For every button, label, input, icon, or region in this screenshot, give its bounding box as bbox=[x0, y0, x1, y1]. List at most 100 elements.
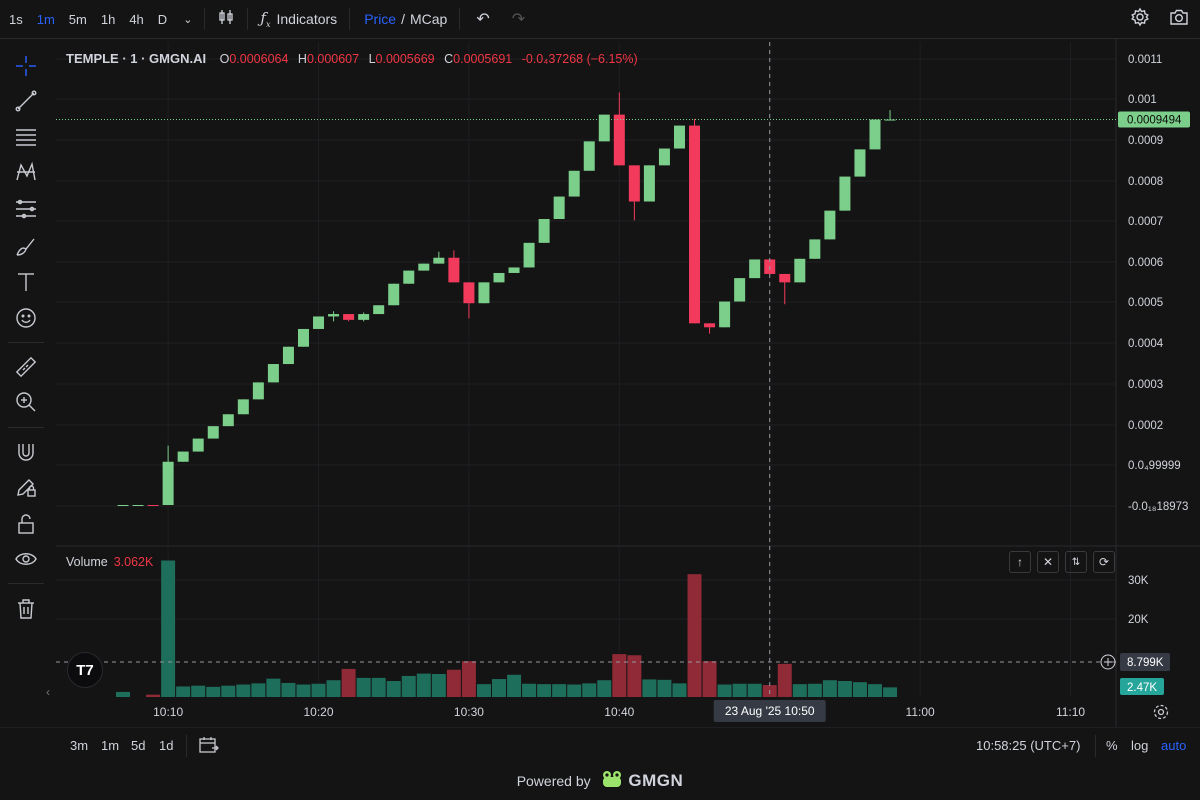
candle-body bbox=[658, 148, 670, 166]
powered-by-text: Powered by bbox=[516, 773, 591, 789]
prediction-icon[interactable] bbox=[12, 195, 40, 223]
volume-bar bbox=[657, 679, 672, 697]
volume-bar bbox=[567, 684, 582, 697]
candle-body bbox=[358, 314, 370, 320]
lock-drawing-icon[interactable] bbox=[12, 473, 40, 501]
divider bbox=[247, 8, 249, 30]
candle-body bbox=[628, 165, 640, 202]
range-1d[interactable]: 1d bbox=[159, 738, 174, 753]
eye-icon[interactable] bbox=[12, 545, 40, 573]
brush-icon[interactable] bbox=[12, 232, 40, 260]
time-tick-label: 10:30 bbox=[454, 705, 484, 719]
close-pane-icon[interactable]: ✕ bbox=[1037, 551, 1059, 573]
maximize-pane-icon[interactable]: ⟳ bbox=[1093, 551, 1115, 573]
time-tick-label: 10:20 bbox=[304, 705, 334, 719]
crosshair-icon[interactable] bbox=[12, 52, 40, 80]
timeframe-1m[interactable]: 1m bbox=[36, 11, 55, 27]
percent-toggle[interactable]: % bbox=[1106, 738, 1118, 753]
high-key: H bbox=[297, 52, 307, 66]
volume-bar bbox=[837, 681, 852, 697]
settings-gear-icon[interactable] bbox=[1130, 7, 1150, 32]
ruler-icon[interactable] bbox=[12, 353, 40, 381]
add-alert-icon bbox=[1100, 654, 1116, 670]
volume-bar bbox=[612, 654, 627, 697]
unlock-icon[interactable] bbox=[12, 510, 40, 538]
volume-crosshair-bg bbox=[1120, 653, 1170, 671]
candle-body bbox=[117, 505, 129, 506]
trash-icon[interactable] bbox=[12, 595, 40, 623]
time-tick-label: 11:00 bbox=[906, 705, 935, 719]
candlestick-type-icon[interactable] bbox=[217, 8, 235, 31]
log-toggle[interactable]: log bbox=[1131, 738, 1149, 753]
auto-toggle[interactable]: auto bbox=[1161, 738, 1187, 753]
clock[interactable]: 10:58:25 (UTC+7) bbox=[976, 738, 1081, 753]
time-tick-label: 10:40 bbox=[604, 705, 634, 719]
volume-bar bbox=[852, 682, 867, 697]
text-icon[interactable] bbox=[12, 268, 40, 296]
timeframe-4h[interactable]: 4h bbox=[129, 11, 144, 27]
timeframe-1h[interactable]: 1h bbox=[100, 11, 116, 27]
collapse-pane-icon[interactable]: ⇅ bbox=[1065, 551, 1087, 573]
volume-bar bbox=[717, 684, 732, 697]
mcap-toggle[interactable]: MCap bbox=[409, 11, 448, 27]
volume-bar bbox=[672, 683, 687, 697]
volume-bar bbox=[266, 678, 281, 697]
candle-body bbox=[132, 505, 144, 506]
timeframe-1s[interactable]: 1s bbox=[9, 11, 23, 27]
range-5d[interactable]: 5d bbox=[131, 738, 146, 753]
candle-body bbox=[463, 282, 475, 304]
crosshair-time-bg bbox=[713, 700, 826, 722]
crosshair-time-label: 23 Aug '25 10:50 bbox=[725, 704, 815, 718]
price-toggle[interactable]: Price bbox=[364, 11, 397, 27]
redo-icon[interactable]: ↷ bbox=[511, 11, 526, 28]
volume-bar bbox=[883, 687, 898, 697]
current-price-label-bg bbox=[1118, 111, 1190, 128]
open-key: O bbox=[219, 52, 230, 66]
range-1m[interactable]: 1m bbox=[101, 738, 120, 753]
price-mcap-slash: / bbox=[401, 11, 405, 27]
undo-icon[interactable]: ↶ bbox=[476, 11, 490, 28]
range-3m[interactable]: 3m bbox=[70, 738, 89, 753]
volume-bar bbox=[642, 679, 657, 697]
tradingview-logo[interactable]: T7 bbox=[67, 652, 103, 688]
volume-bar bbox=[476, 684, 491, 697]
volume-bar bbox=[807, 683, 822, 697]
drawing-toolbar: ‹ bbox=[0, 45, 52, 699]
chevron-down-icon[interactable]: ⌄ bbox=[183, 13, 193, 26]
volume-bar bbox=[251, 683, 266, 697]
volume-bar bbox=[371, 677, 386, 697]
candle-body bbox=[373, 305, 385, 315]
candle-body bbox=[222, 414, 234, 427]
volume-bar bbox=[747, 683, 762, 697]
volume-bar bbox=[341, 668, 356, 697]
trend-line-icon[interactable] bbox=[12, 87, 40, 115]
indicators-button[interactable]: Indicators bbox=[276, 11, 338, 27]
symbol-title[interactable]: TEMPLE · 1 · GMGN.AI bbox=[66, 51, 207, 66]
date-range-icon[interactable] bbox=[197, 734, 219, 759]
move-pane-up-icon[interactable]: ↑ bbox=[1009, 551, 1031, 573]
camera-icon[interactable] bbox=[1168, 7, 1190, 32]
pattern-icon[interactable] bbox=[12, 158, 40, 186]
volume-legend: Volume 3.062K bbox=[66, 555, 153, 569]
volume-bar bbox=[868, 684, 882, 697]
volume-bar bbox=[582, 683, 597, 697]
time-axis-settings-icon[interactable] bbox=[1152, 703, 1170, 724]
indicators-fx-icon[interactable]: ƒx bbox=[260, 9, 271, 29]
candle-body bbox=[749, 259, 761, 279]
emoji-icon[interactable] bbox=[12, 304, 40, 332]
timeframe-5m[interactable]: 5m bbox=[68, 11, 87, 27]
zoom-in-icon[interactable] bbox=[12, 388, 40, 416]
low-value: 0.0005669 bbox=[375, 52, 435, 66]
volume-bar bbox=[386, 681, 401, 697]
collapse-toolbar-icon[interactable]: ‹ bbox=[46, 685, 50, 699]
candle-body bbox=[282, 346, 294, 365]
fib-lines-icon[interactable] bbox=[12, 123, 40, 151]
magnet-icon[interactable] bbox=[12, 438, 40, 466]
price-tick-label: -0.0₁₈18973 bbox=[1128, 501, 1188, 513]
timeframe-d[interactable]: D bbox=[157, 11, 168, 27]
volume-bar bbox=[732, 683, 747, 697]
candle-body bbox=[162, 461, 174, 505]
price-tick-label: 0.0003 bbox=[1128, 379, 1163, 391]
close-value: 0.0005691 bbox=[453, 52, 513, 66]
